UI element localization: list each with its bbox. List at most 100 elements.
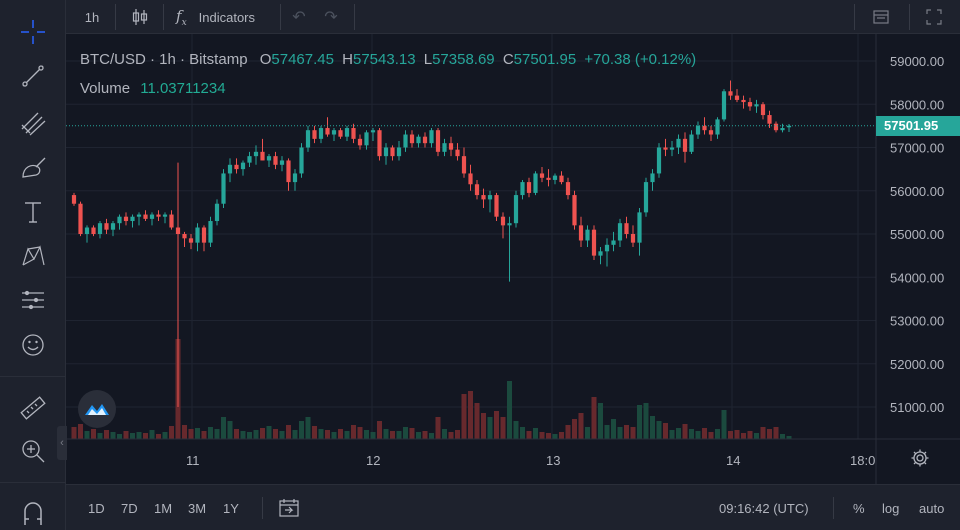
change-value: +70.38 (+0.12%): [584, 51, 697, 68]
range-7d-button[interactable]: 7D: [121, 500, 138, 516]
volume-bar: [565, 425, 571, 439]
volume-bar: [682, 424, 688, 439]
interval-button[interactable]: 1h: [84, 9, 100, 25]
candle-body: [442, 143, 447, 152]
candle-body: [429, 130, 434, 144]
volume-bar: [260, 428, 265, 439]
range-1y-button[interactable]: 1Y: [223, 500, 239, 516]
volume-bar: [169, 426, 174, 439]
candle-body: [487, 195, 493, 200]
candle-body: [565, 182, 571, 196]
open-label: O: [259, 51, 272, 68]
candle-body: [578, 225, 584, 241]
candle-body: [663, 147, 668, 150]
candle-body: [390, 147, 395, 157]
fullscreen-icon[interactable]: [919, 0, 949, 34]
range-1m-button[interactable]: 1M: [154, 500, 173, 516]
symbol-title[interactable]: BTC/USD · 1h · Bitstamp: [80, 51, 248, 68]
candle-body: [734, 95, 740, 100]
price-tick-label: 51000.00: [890, 400, 944, 415]
volume-bar: [474, 403, 480, 439]
candle-body: [604, 244, 610, 252]
volume-bar: [130, 433, 135, 439]
toolbar-divider: [854, 4, 855, 30]
volume-bar: [357, 427, 363, 439]
pattern-tool-icon[interactable]: [11, 238, 55, 274]
volume-label[interactable]: Volume: [80, 80, 131, 97]
clock-display[interactable]: 09:16:42 (UTC): [719, 500, 809, 516]
log-scale-toggle[interactable]: log: [882, 500, 900, 516]
candle-body: [97, 223, 103, 234]
volume-bar: [227, 421, 233, 439]
volume-bar: [461, 394, 467, 439]
brush-tool-icon[interactable]: [11, 150, 55, 186]
volume-bar: [663, 423, 668, 439]
volume-bar: [676, 428, 681, 439]
volume-bar: [201, 431, 207, 439]
candle-body: [448, 143, 454, 150]
volume-bar: [110, 432, 116, 439]
prediction-tool-icon[interactable]: [11, 282, 55, 318]
candle-body: [91, 227, 96, 234]
magnet-tool-icon[interactable]: [11, 494, 55, 530]
time-tick-label: 14: [726, 453, 740, 468]
volume-bar: [266, 426, 272, 439]
tradingview-logo[interactable]: [78, 390, 116, 428]
collapse-toolbar-button[interactable]: ‹: [57, 426, 67, 460]
object-tree-icon[interactable]: [866, 0, 896, 34]
candle-body: [149, 214, 155, 219]
volume-bar: [448, 432, 454, 439]
candle-body: [279, 160, 285, 165]
candle-body: [156, 214, 161, 217]
emoji-tool-icon[interactable]: [11, 327, 55, 363]
candle-body: [650, 173, 655, 183]
candle-body: [786, 125, 792, 128]
goto-date-icon[interactable]: [278, 485, 300, 530]
volume-bar: [734, 430, 740, 439]
candle-body: [383, 147, 389, 157]
candle-body: [702, 125, 707, 131]
chart-pane[interactable]: 59000.00 58000.00 57000.00 56000.00 55000.00…: [66, 34, 960, 484]
range-3m-button[interactable]: 3M: [188, 500, 207, 516]
volume-bar: [780, 434, 785, 439]
trend-line-tool-icon[interactable]: [11, 58, 55, 94]
volume-bar: [747, 431, 753, 439]
candle-body: [409, 134, 415, 144]
candle-body: [559, 175, 564, 183]
volume-bar: [292, 430, 298, 439]
indicators-button[interactable]: fx Indicators: [176, 0, 276, 34]
drawing-toolbar: ‹: [0, 0, 67, 530]
candle-body: [611, 240, 616, 245]
candle-body: [552, 175, 558, 180]
volume-bar: [721, 410, 727, 439]
time-tick-label: 11: [186, 453, 200, 468]
ruler-tool-icon[interactable]: [11, 390, 55, 426]
close-value: 57501.95: [513, 51, 577, 68]
volume-bar: [624, 425, 629, 439]
volume-bar: [370, 432, 376, 439]
price-tick-label: 54000.00: [890, 270, 944, 285]
toolbar-divider: [0, 482, 66, 483]
price-chart[interactable]: 59000.00 58000.00 57000.00 56000.00 55000.00…: [66, 34, 960, 484]
candle-body: [624, 223, 629, 234]
undo-icon[interactable]: ↶: [292, 9, 306, 26]
candle-body: [598, 251, 603, 256]
volume-bar: [377, 421, 382, 439]
range-1d-button[interactable]: 1D: [88, 500, 105, 516]
candle-body: [169, 214, 174, 228]
volume-bar: [728, 431, 733, 439]
percent-scale-toggle[interactable]: %: [853, 500, 865, 516]
pitchfork-tool-icon[interactable]: [11, 104, 55, 140]
candle-style-icon[interactable]: [122, 0, 158, 34]
candle-body: [481, 195, 486, 200]
crosshair-tool-icon[interactable]: [11, 14, 55, 50]
auto-scale-toggle[interactable]: auto: [919, 500, 945, 516]
volume-bar: [97, 433, 103, 439]
settings-gear-icon[interactable]: [910, 448, 930, 468]
candle-body: [325, 128, 330, 135]
volume-bar: [331, 432, 337, 439]
text-tool-icon[interactable]: [11, 194, 55, 230]
toolbar-divider: [0, 376, 66, 377]
redo-icon[interactable]: ↷: [324, 9, 338, 26]
zoom-in-icon[interactable]: [11, 433, 55, 469]
